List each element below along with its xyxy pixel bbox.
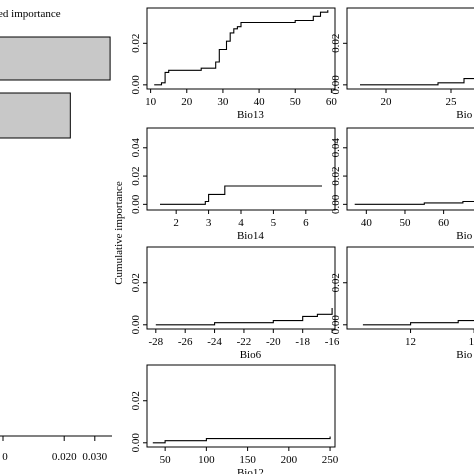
importance-line-bio_c (362, 320, 474, 326)
y-tick-label-bio13: 0.00 (130, 75, 142, 95)
importance-line-bio_a (360, 78, 474, 86)
x-tick-label-bio_b: 50 (399, 217, 411, 229)
importance-line-bio6 (155, 308, 333, 326)
y-tick-label-bio_c: 0.02 (330, 273, 342, 292)
importance-x-tick-label: 0 (2, 451, 8, 463)
x-label-bio6: Bio6 (240, 349, 262, 361)
x-tick-label-bio6: -26 (178, 336, 193, 348)
x-tick-label-bio13: 20 (181, 96, 193, 108)
x-tick-label-bio13: 30 (217, 96, 229, 108)
x-tick-label-bio12: 200 (281, 454, 298, 466)
y-tick-label-bio6: 0.00 (130, 315, 142, 335)
shared-ylabel: Cumulative importance (113, 181, 125, 285)
x-tick-label-bio6: -24 (207, 336, 222, 348)
x-tick-label-bio_b: 40 (361, 217, 373, 229)
panel-frame-bio12 (146, 364, 336, 448)
y-tick-label-bio14: 0.04 (130, 138, 142, 158)
y-tick-label-bio14: 0.02 (130, 166, 142, 185)
x-tick-label-bio13: 40 (254, 96, 266, 108)
x-tick-label-bio6: -18 (295, 336, 310, 348)
y-tick-label-bio13: 0.02 (130, 34, 142, 53)
x-tick-label-bio14: 4 (238, 217, 244, 229)
panel-frame-bio14 (146, 127, 336, 211)
x-tick-label-bio13: 60 (326, 96, 338, 108)
x-tick-label-bio_c: 12 (405, 336, 416, 348)
importance-line-bio14 (160, 185, 322, 205)
y-tick-label-bio12: 0.02 (130, 391, 142, 410)
x-label-bio12: Bio12 (237, 467, 264, 474)
x-tick-label-bio6: -28 (148, 336, 163, 348)
panel-frame-bio_c (346, 246, 474, 330)
x-tick-label-bio14: 6 (303, 217, 309, 229)
y-tick-label-bio_a: 0.02 (330, 34, 342, 53)
x-tick-label-bio14: 2 (173, 217, 179, 229)
importance-line-bio13 (154, 10, 329, 86)
y-tick-label-bio6: 0.02 (130, 273, 142, 292)
panel-frame-bio_a (346, 7, 474, 90)
importance-bar (0, 36, 111, 81)
importance-line-bio_b (354, 200, 474, 205)
x-label-bio_c: Bio (456, 349, 472, 361)
x-tick-label-bio6: -22 (237, 336, 252, 348)
x-tick-label-bio14: 3 (206, 217, 212, 229)
x-tick-label-bio12: 250 (322, 454, 339, 466)
y-tick-label-bio_c: 0.00 (330, 315, 342, 335)
importance-x-tick-label: 0.020 (52, 451, 77, 463)
x-label-bio14: Bio14 (237, 230, 264, 242)
importance-bar (0, 92, 71, 139)
x-tick-label-bio6: -20 (266, 336, 281, 348)
importance-line-bio12 (152, 436, 331, 444)
x-label-bio_a: Bio (456, 109, 472, 121)
panel-frame-bio_b (346, 127, 474, 211)
x-label-bio13: Bio13 (237, 109, 264, 121)
x-tick-label-bio_c: 14 (469, 336, 474, 348)
panel-frame-bio6 (146, 246, 336, 330)
x-tick-label-bio13: 10 (145, 96, 157, 108)
importance-title: ed importance (0, 8, 61, 20)
x-tick-label-bio12: 100 (198, 454, 215, 466)
importance-x-tick-label: 0.030 (82, 451, 107, 463)
x-tick-label-bio_a: 25 (446, 96, 458, 108)
y-tick-label-bio14: 0.00 (130, 194, 142, 214)
x-tick-label-bio12: 50 (160, 454, 172, 466)
y-tick-label-bio_a: 0.00 (330, 75, 342, 95)
x-tick-label-bio_b: 60 (438, 217, 450, 229)
y-tick-label-bio_b: 0.00 (330, 194, 342, 214)
y-tick-label-bio_b: 0.04 (330, 138, 342, 158)
x-tick-label-bio13: 50 (290, 96, 302, 108)
x-label-bio_b: Bio (456, 230, 472, 242)
y-tick-label-bio_b: 0.02 (330, 166, 342, 185)
x-tick-label-bio6: -16 (325, 336, 340, 348)
x-tick-label-bio12: 150 (239, 454, 256, 466)
x-tick-label-bio14: 5 (271, 217, 277, 229)
x-tick-label-bio_a: 20 (381, 96, 393, 108)
panel-frame-bio13 (146, 7, 336, 90)
y-tick-label-bio12: 0.00 (130, 433, 142, 453)
